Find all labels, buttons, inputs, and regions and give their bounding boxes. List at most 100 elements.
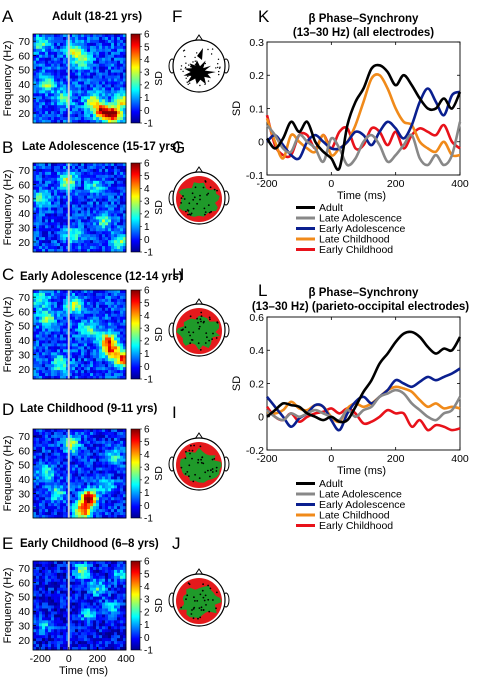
heatmap-cell [54,75,58,79]
heatmap-cell [84,328,88,332]
heatmap-cell [108,216,112,220]
heatmap-cell [111,629,115,633]
heatmap-cell [36,584,40,589]
heatmap-cell [63,470,67,474]
heatmap-cell [81,644,85,648]
heatmap-cell [117,566,121,571]
heatmap-cell [42,228,46,232]
heatmap-cell [87,183,91,188]
heatmap-cell [99,608,103,612]
heatmap-cell [93,485,97,489]
heatmap-cell [102,449,106,454]
heatmap-cell [48,117,52,121]
heatmap-cell [123,120,127,124]
x-tick-label: 200 [89,653,107,665]
heatmap-cell [33,593,37,597]
heatmap-cell [123,443,127,448]
heatmap-cell [93,204,97,208]
heatmap-cell [87,195,91,199]
heatmap-cell [51,587,55,592]
heatmap-cell [78,620,82,624]
heatmap-cell [117,488,121,492]
heatmap-cell [99,36,103,41]
heatmap-cell [123,349,127,353]
heatmap-cell [78,491,82,495]
heatmap-cell [42,572,46,577]
heatmap-cell [63,87,67,91]
heatmap-cell [48,243,52,247]
heatmap-cell [66,563,70,568]
heatmap-cell [42,602,46,606]
colorbar-tick-label: 5 [144,42,150,53]
heatmap-cell [69,120,73,124]
heatmap-cell [114,34,118,38]
heatmap-cell [57,561,61,565]
heatmap-cell [105,343,109,347]
heatmap-cell [120,243,124,247]
heatmap-cell [63,93,67,97]
heatmap-cell [123,494,127,498]
heatmap-cell [114,292,118,297]
heatmap-cell [111,623,115,627]
heatmap-cell [90,78,94,82]
heatmap-cell [69,485,73,489]
heatmap-cell [81,219,85,223]
heatmap-cell [75,376,79,380]
heatmap-cell [51,298,55,303]
heatmap-cell [105,566,109,571]
electrode-dot [193,196,196,199]
heatmap-cell [84,295,88,300]
heatmap-cell [48,370,52,374]
heatmap-cell [36,195,40,199]
heatmap-cell [45,506,49,510]
heatmap-cell [87,461,91,465]
heatmap-cell [63,96,67,100]
heatmap-cell [99,337,103,341]
heatmap-cell [60,572,64,577]
heatmap-cell [33,611,37,615]
heatmap-cell [111,467,115,471]
electrode-dot [202,186,205,189]
heatmap-cell [105,629,109,633]
heatmap-cell [99,470,103,474]
heatmap-cell [57,343,61,347]
heatmap-cell [78,617,82,621]
heatmap-cell [75,219,79,223]
heatmap-cell [36,429,40,433]
heatmap-cell [63,590,67,595]
heatmap-cell [108,608,112,612]
heatmap-cell [51,452,55,457]
heatmap-cell [108,331,112,335]
heatmap-cell [108,440,112,445]
heatmap-cell [93,319,97,324]
heatmap-cell [81,461,85,465]
heatmap-cell [57,292,61,297]
heatmap-cell [102,165,106,170]
heatmap-cell [60,111,64,115]
heatmap-cell [42,36,46,41]
heatmap-cell [87,575,91,580]
heatmap-cell [117,237,121,241]
heatmap-cell [105,325,109,329]
heatmap-cell [93,476,97,480]
heatmap-cell [66,620,70,624]
heatmap-cell [78,632,82,636]
heatmap-cell [81,207,85,211]
heatmap-cell [90,307,94,312]
heatmap-cell [36,355,40,359]
heatmap-cell [60,497,64,501]
colorbar-unit-label: SD [153,200,165,215]
heatmap-cell [72,171,76,176]
heatmap-cell [93,60,97,65]
heatmap-cell [84,90,88,94]
heatmap-cell [114,168,118,173]
electrode-dot [204,211,207,214]
heatmap-cell [93,120,97,124]
heatmap-cell [63,358,67,362]
heatmap-frame-A [32,33,127,124]
heatmap-cell [105,620,109,624]
heatmap-cell [102,605,106,609]
heatmap-cell [114,370,118,374]
heatmap-cell [99,45,103,50]
heatmap-cell [78,593,82,597]
